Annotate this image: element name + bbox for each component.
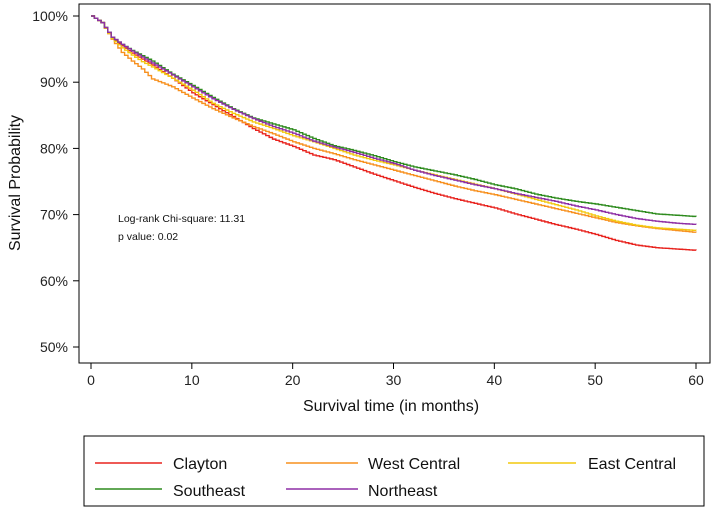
plot-frame <box>78 3 711 364</box>
legend: Clayton West Central East Central Southe… <box>83 435 705 507</box>
legend-label-west-central: West Central <box>368 456 460 473</box>
y-axis-title: Survival Probability <box>7 115 24 251</box>
legend-label-clayton: Clayton <box>173 456 227 473</box>
series-line-east-central <box>91 15 697 231</box>
x-tick-label: 60 <box>688 372 704 388</box>
y-tick-label: 100% <box>32 8 68 24</box>
y-tick-label: 90% <box>40 74 68 90</box>
y-tick-label: 70% <box>40 207 68 223</box>
series-line-west-central <box>91 15 697 233</box>
series-line-northeast <box>91 15 697 226</box>
x-tick-label: 0 <box>87 372 95 388</box>
legend-label-northeast: Northeast <box>368 483 438 500</box>
pvalue-annotation: p value: 0.02 <box>118 231 178 243</box>
legend-box <box>83 435 705 507</box>
x-tick-label: 20 <box>285 372 301 388</box>
x-tick-label: 10 <box>184 372 200 388</box>
x-tick-label: 40 <box>487 372 503 388</box>
series-layer <box>91 15 697 251</box>
legend-label-east-central: East Central <box>588 456 676 473</box>
x-axis: 0 10 20 30 40 50 60 <box>87 363 704 388</box>
x-axis-title: Survival time (in months) <box>303 398 479 415</box>
logrank-annotation: Log-rank Chi-square: 11.31 <box>118 213 245 225</box>
series-line-clayton <box>91 15 697 251</box>
legend-label-southeast: Southeast <box>173 483 246 500</box>
y-tick-label: 60% <box>40 273 68 289</box>
y-tick-label: 80% <box>40 140 68 156</box>
y-tick-label: 50% <box>40 339 68 355</box>
x-tick-label: 50 <box>587 372 603 388</box>
y-axis: 50% 60% 70% 80% 90% 100% <box>32 8 79 355</box>
x-tick-label: 30 <box>386 372 402 388</box>
